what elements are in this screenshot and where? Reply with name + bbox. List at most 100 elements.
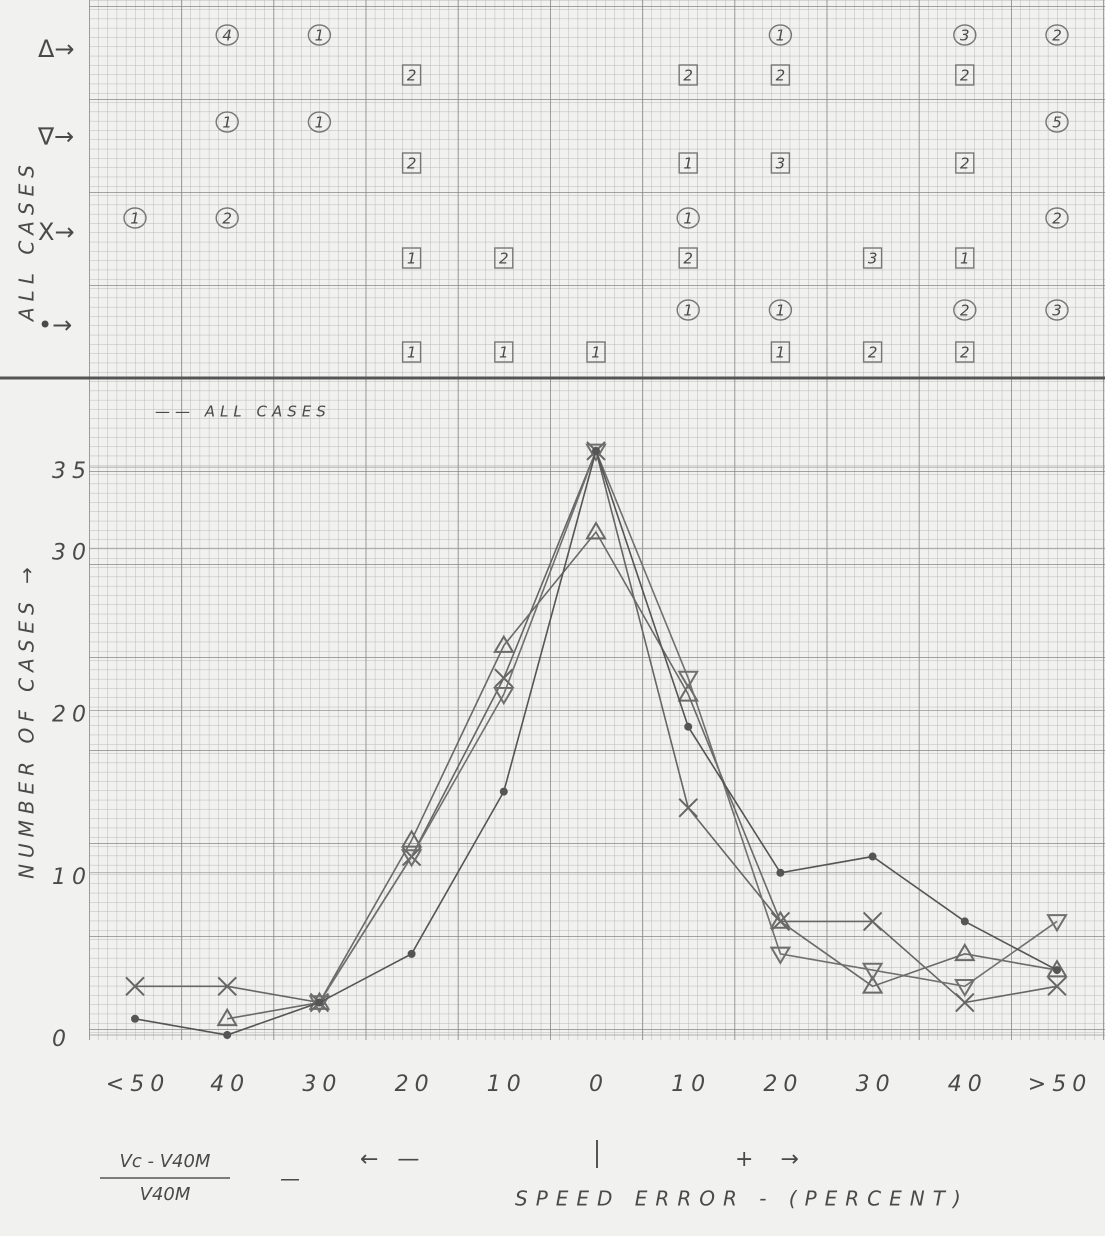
point [861, 975, 884, 994]
circled-count: 4 [222, 27, 232, 45]
point [862, 911, 883, 932]
box-outline [955, 152, 975, 174]
box-outline [401, 247, 422, 269]
circled-count: 3 [1052, 302, 1062, 320]
point [493, 686, 515, 706]
point [861, 962, 884, 982]
boxed-count: 2 [683, 250, 693, 268]
point [954, 942, 976, 962]
box-outline [770, 152, 791, 174]
graph-paper-major [89, 0, 1105, 1040]
box-outline [401, 64, 422, 86]
x-tick-label: <50 [106, 1072, 170, 1097]
series-line [227, 530, 1058, 1020]
point [776, 868, 785, 877]
point [678, 798, 698, 818]
boxed-count: 2 [683, 67, 693, 85]
point [585, 521, 607, 540]
point [1046, 959, 1068, 978]
y-tick-label: 30 [52, 540, 92, 565]
x-tick-label: 20 [763, 1072, 803, 1097]
point [400, 829, 423, 848]
circled-count: 1 [776, 27, 786, 45]
circle-outline [307, 111, 332, 133]
boxed-count: 1 [591, 344, 601, 362]
boxed-count: 2 [960, 67, 970, 85]
circled-count: 2 [1052, 210, 1062, 228]
point [769, 946, 792, 965]
x-tick-label: 20 [395, 1072, 435, 1097]
point [954, 979, 976, 998]
boxed-count: 2 [407, 155, 417, 173]
box-outline [955, 341, 975, 363]
point [217, 976, 237, 997]
box-outline [955, 64, 975, 86]
x-tick-label: 30 [856, 1072, 896, 1097]
point [216, 1007, 238, 1027]
box-outline [401, 152, 422, 174]
circle-outline [1045, 299, 1069, 321]
box-outline [678, 64, 698, 86]
point [868, 852, 877, 861]
point [684, 722, 693, 731]
point [960, 917, 969, 926]
box-outline [678, 152, 698, 174]
point [125, 976, 145, 997]
formula-denominator: V40M [140, 1184, 191, 1205]
y-tick-label: 0 [52, 1027, 72, 1052]
box-outline [494, 341, 514, 363]
circled-count: 1 [683, 302, 693, 320]
x-tick-label: 0 [589, 1072, 609, 1097]
boxed-count: 1 [407, 344, 417, 362]
formula-dash: — [280, 1167, 300, 1191]
circled-count: 2 [222, 210, 232, 228]
point [315, 998, 324, 1007]
box-outline [862, 341, 883, 363]
x-tick-label: 10 [671, 1072, 711, 1097]
point [223, 1031, 232, 1039]
circle-outline [953, 24, 977, 46]
x-tick-label: >50 [1028, 1072, 1092, 1097]
y-axis-label: NUMBER OF CASES → [15, 561, 39, 879]
boxed-count: 2 [776, 67, 786, 85]
circle-outline [768, 24, 793, 46]
point [499, 787, 508, 796]
x-tick-label: 10 [487, 1072, 527, 1097]
point [308, 991, 331, 1010]
circle-outline [676, 299, 700, 321]
circled-count: 5 [1052, 114, 1062, 132]
point [400, 849, 423, 868]
point [592, 446, 600, 455]
y-tick-label: 35 [52, 459, 92, 484]
boxed-count: 2 [960, 155, 970, 173]
point [1047, 976, 1067, 997]
y-tick-label: 20 [52, 703, 92, 728]
circled-count: 1 [222, 114, 232, 132]
circle-outline [215, 24, 239, 46]
box-outline [586, 341, 606, 363]
x-axis-label: SPEED ERROR - (PERCENT) [515, 1187, 969, 1211]
box-outline [955, 247, 975, 269]
upper-axis-label: ALL CASES [15, 159, 39, 323]
minus-label: ← — [360, 1147, 425, 1172]
circle-outline [1045, 111, 1069, 133]
boxed-count: 2 [960, 344, 970, 362]
boxed-count: 2 [407, 67, 417, 85]
x-tick-label: 40 [948, 1072, 988, 1097]
row-label: ∇→ [37, 123, 74, 151]
circle-outline [676, 207, 700, 229]
formula-numerator: Vc - V40M [120, 1151, 211, 1172]
y-tick-label: 10 [52, 865, 92, 890]
point [407, 949, 416, 958]
row-label: Δ→ [38, 35, 75, 63]
box-outline [401, 341, 422, 363]
point [1046, 914, 1068, 933]
circled-count: 1 [776, 302, 786, 320]
box-outline [494, 247, 514, 269]
circle-outline [215, 111, 239, 133]
point [493, 634, 515, 653]
row-label: •→ [38, 311, 72, 339]
boxed-count: 1 [960, 250, 970, 268]
circled-count: 3 [960, 27, 970, 45]
